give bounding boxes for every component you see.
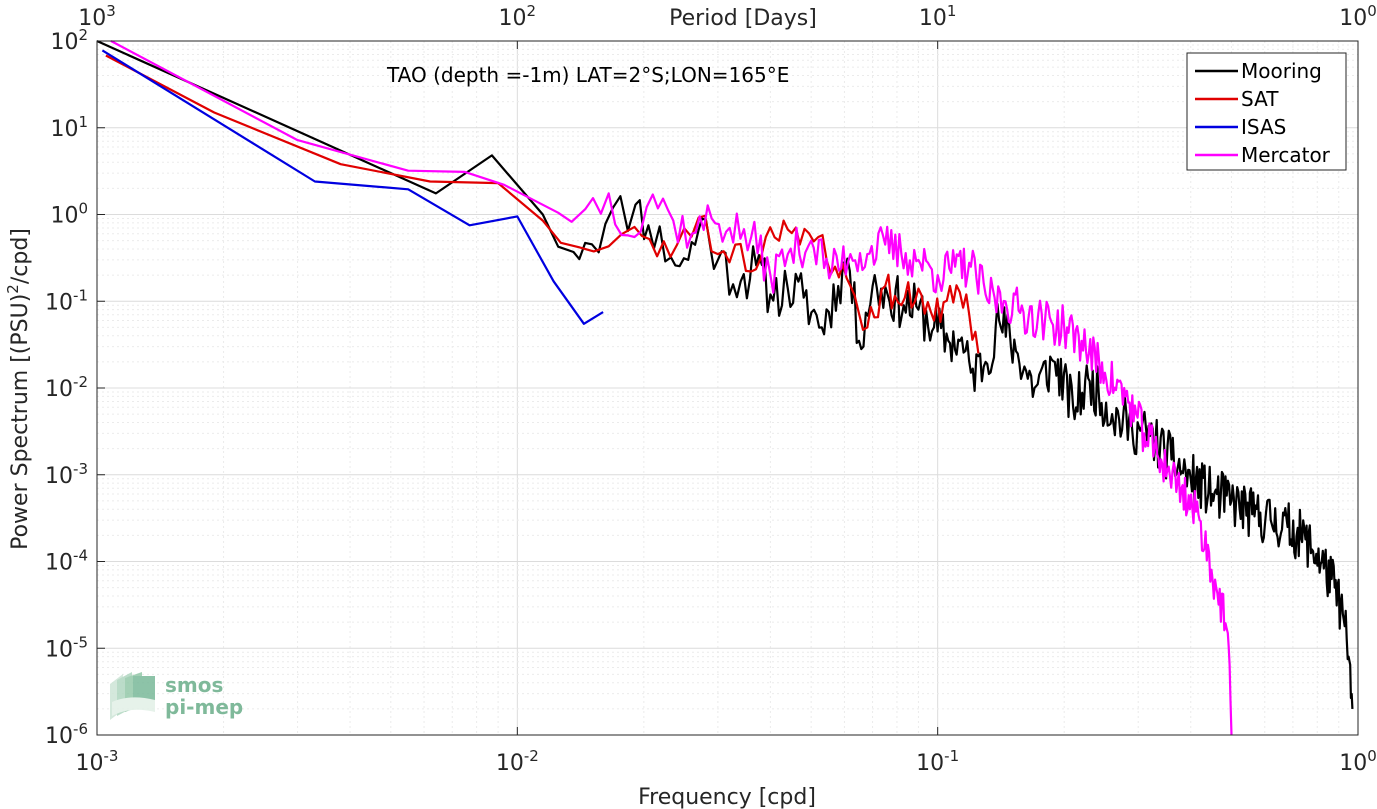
legend-label-mercator: Mercator (1241, 143, 1331, 167)
logo-line2: pi-mep (165, 695, 243, 719)
series-layer (96, 39, 1354, 736)
y-tick-label: 10-3 (45, 460, 88, 489)
y-axis-label-main: Power Spectrum [(PSU) (8, 294, 33, 550)
logo-mark-icon (110, 672, 155, 720)
legend-label-mooring: Mooring (1241, 59, 1322, 83)
x-tick-label: 100 (1339, 747, 1377, 776)
smos-pi-mep-logo: smos pi-mep (110, 672, 243, 720)
logo-line1: smos (165, 673, 223, 697)
y-tick-label: 10-2 (45, 373, 88, 402)
y-tick-label: 10-6 (45, 720, 88, 749)
y-axis-label-tail: /cpd] (8, 228, 33, 284)
legend-box (1186, 52, 1347, 171)
y-tick-label: 10-5 (45, 633, 88, 662)
x2-tick-label: 101 (919, 2, 957, 31)
x-axis-label: Frequency [cpd] (638, 785, 816, 809)
y-tick-label: 100 (50, 200, 88, 229)
series-line-mercator (110, 40, 1233, 736)
x2-tick-label: 100 (1339, 2, 1377, 31)
legend: Mooring SAT ISAS Mercator (1186, 52, 1347, 171)
annotation-text: TAO (depth =-1m) LAT=2°S;LON=165°E (386, 63, 789, 87)
y-tick-label: 10-1 (45, 286, 88, 315)
y-tick-label: 10-4 (45, 547, 88, 576)
legend-label-sat: SAT (1241, 87, 1279, 111)
x2-tick-label: 103 (78, 2, 116, 31)
grid (96, 41, 1358, 736)
y-tick-label: 102 (50, 26, 88, 55)
x-tick-label: 10-2 (496, 747, 539, 776)
y-axis-label: Power Spectrum [(PSU)2/cpd] (4, 228, 33, 550)
y-tick-label: 101 (50, 113, 88, 142)
legend-label-isas: ISAS (1241, 115, 1286, 139)
x2-tick-label: 102 (499, 2, 537, 31)
y-axis-label-sup: 2 (4, 284, 22, 294)
x2-axis-label: Period [Days] (669, 6, 817, 31)
x-tick-label: 10-3 (76, 747, 119, 776)
series-line-sat (105, 54, 980, 354)
series-line-isas (101, 49, 604, 325)
x-tick-label: 10-1 (916, 747, 959, 776)
